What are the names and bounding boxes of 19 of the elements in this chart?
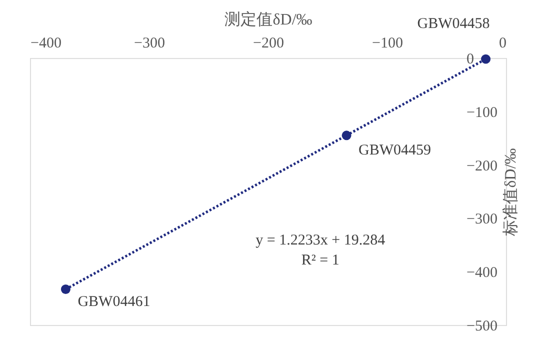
annotation: GBW04461 <box>78 294 150 310</box>
annotation: y = 1.2233x + 19.284 <box>256 232 386 249</box>
y-axis-title: 标准值δD/‰ <box>502 148 520 237</box>
y-tick-label: 0 <box>466 52 474 68</box>
y-tick-label: −500 <box>466 318 498 334</box>
x-axis-title: 测定值δD/‰ <box>224 10 312 28</box>
annotation: R² = 1 <box>301 252 340 269</box>
y-tick-label: −400 <box>466 265 498 282</box>
x-tick-label: −200 <box>253 36 284 52</box>
annotation: GBW04459 <box>358 142 432 158</box>
y-tick-label: −100 <box>466 104 498 121</box>
x-tick-label: −300 <box>134 36 165 52</box>
y-tick-label: −300 <box>466 212 498 228</box>
y-tick-label: −200 <box>466 158 498 174</box>
point <box>481 54 491 64</box>
annotation: GBW04458 <box>417 16 490 32</box>
x-tick-label: −400 <box>30 36 62 52</box>
x-tick-label: −100 <box>372 36 403 52</box>
point <box>60 284 70 294</box>
